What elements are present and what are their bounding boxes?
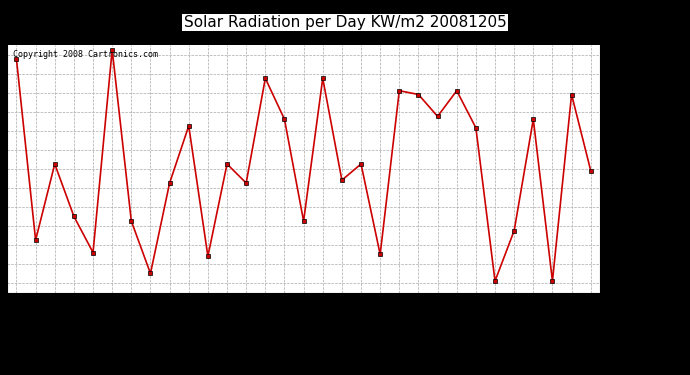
Text: Copyright 2008 Cartronics.com: Copyright 2008 Cartronics.com: [13, 50, 158, 59]
Text: Solar Radiation per Day KW/m2 20081205: Solar Radiation per Day KW/m2 20081205: [184, 15, 506, 30]
